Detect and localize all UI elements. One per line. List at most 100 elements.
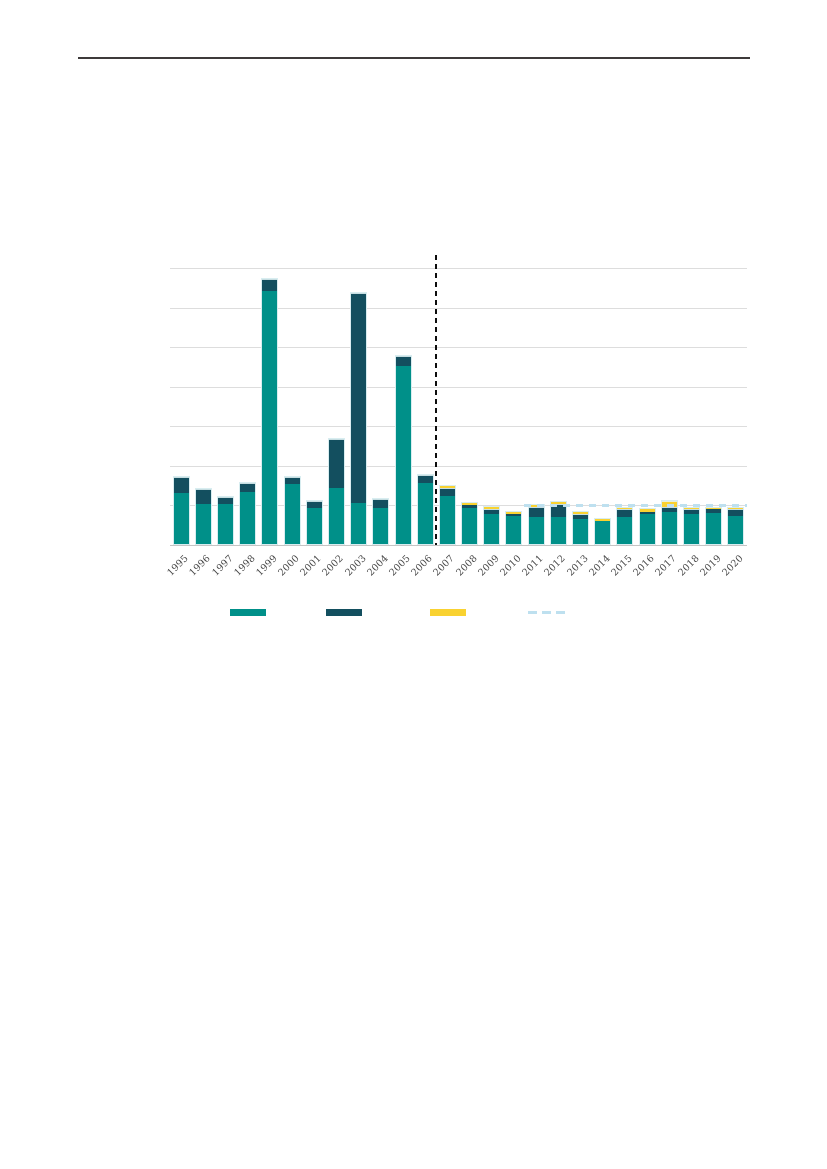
legend-swatch-reference-line — [528, 611, 566, 614]
x-tick-2018: 2018 — [675, 553, 702, 579]
bar-2014-yellow-series-segment — [595, 519, 611, 521]
bar-2007-dark-teal-series-segment — [439, 488, 455, 496]
bar-2019-dark-teal-series-segment — [706, 509, 722, 513]
bar-2019-teal-series-segment — [706, 512, 722, 544]
gridline — [170, 465, 747, 467]
bar-2009 — [483, 505, 501, 545]
bar-1997-dark-teal-series-segment — [217, 496, 233, 504]
x-axis-line — [170, 545, 747, 546]
stacked-bar-chart: 1995 1996 1997 1998 1999 2000 2001 2002 2003 2004… — [165, 255, 747, 616]
bar-2007 — [438, 485, 456, 545]
bar-1999 — [261, 278, 279, 545]
bar-2015-yellow-series-segment — [617, 507, 633, 509]
bar-2020-teal-series-segment — [728, 515, 744, 544]
bar-1998-dark-teal-series-segment — [240, 483, 256, 492]
bar-2018-yellow-series-segment — [684, 507, 700, 509]
x-tick-2009: 2009 — [476, 553, 502, 579]
bar-2001-dark-teal-series-segment — [306, 500, 322, 509]
bar-2018 — [683, 506, 701, 545]
bar-2006 — [416, 474, 434, 545]
bar-2016 — [638, 507, 656, 545]
bar-2016-teal-series-segment — [639, 513, 655, 544]
bar-2019-yellow-series-segment — [706, 508, 722, 510]
x-tick-2019: 2019 — [698, 553, 724, 579]
period-divider-dashed-line — [434, 255, 437, 545]
bar-2012 — [549, 501, 567, 545]
bar-2002-dark-teal-series-segment — [328, 439, 344, 489]
bar-2016-dark-teal-series-segment — [639, 511, 655, 514]
gridline — [170, 268, 747, 269]
x-tick-2003: 2003 — [342, 553, 369, 579]
bar-2004-dark-teal-series-segment — [373, 498, 389, 509]
plot-area — [170, 255, 747, 546]
bar-2013 — [572, 510, 590, 545]
bar-2018-teal-series-segment — [684, 513, 700, 544]
bar-2015-teal-series-segment — [617, 517, 633, 544]
bar-1995-dark-teal-series-segment — [173, 477, 189, 493]
x-tick-2004: 2004 — [365, 553, 391, 579]
bar-2010-yellow-series-segment — [506, 511, 522, 514]
x-tick-2011: 2011 — [520, 553, 546, 579]
bar-2013-teal-series-segment — [573, 519, 589, 544]
x-tick-2002: 2002 — [320, 553, 347, 579]
bar-2009-yellow-series-segment — [484, 506, 500, 509]
bar-1997-teal-series-segment — [217, 503, 233, 544]
bar-1999-dark-teal-series-segment — [262, 279, 278, 292]
bar-2020-yellow-series-segment — [728, 507, 744, 509]
bar-2016-yellow-series-segment — [639, 508, 655, 512]
bar-2017-teal-series-segment — [661, 511, 677, 544]
bar-2015 — [616, 506, 634, 545]
bar-1996 — [194, 488, 212, 545]
bar-2015-dark-teal-series-segment — [617, 508, 633, 518]
gridline — [170, 386, 747, 388]
bar-2002 — [327, 438, 345, 545]
x-tick-2013: 2013 — [564, 553, 591, 579]
gridline — [170, 505, 747, 507]
bar-2014-teal-series-segment — [595, 520, 611, 544]
bar-2003-teal-series-segment — [351, 503, 367, 544]
bar-2008-dark-teal-series-segment — [462, 504, 478, 508]
gridline — [170, 307, 747, 309]
bar-2003-dark-teal-series-segment — [351, 292, 367, 504]
bar-2008 — [461, 501, 479, 545]
bar-1996-dark-teal-series-segment — [195, 489, 211, 504]
x-tick-1997: 1997 — [209, 553, 236, 579]
x-tick-1996: 1996 — [187, 553, 214, 579]
bar-2006-dark-teal-series-segment — [417, 475, 433, 483]
legend-swatch-yellow-series — [430, 609, 466, 616]
bar-2013-dark-teal-series-segment — [573, 513, 589, 520]
x-tick-2000: 2000 — [276, 553, 302, 579]
bar-2000-teal-series-segment — [284, 483, 300, 544]
reference-dashed-line — [524, 504, 747, 508]
x-tick-2015: 2015 — [609, 553, 635, 579]
bar-2011-teal-series-segment — [528, 516, 544, 544]
x-tick-2001: 2001 — [298, 553, 325, 579]
bar-1998-teal-series-segment — [240, 491, 256, 544]
bar-2005 — [394, 355, 412, 545]
x-tick-1999: 1999 — [254, 553, 280, 579]
x-tick-2005: 2005 — [387, 553, 413, 579]
header-rule — [78, 57, 750, 59]
bar-2004 — [372, 497, 390, 545]
bar-2007-yellow-series-segment — [439, 486, 455, 489]
bar-2013-yellow-series-segment — [573, 511, 589, 514]
x-tick-1995: 1995 — [165, 553, 191, 579]
x-tick-2010: 2010 — [498, 553, 524, 579]
x-tick-2014: 2014 — [587, 553, 613, 579]
x-axis-tick-labels: 1995 1996 1997 1998 1999 2000 2001 2002 2003 2004… — [165, 545, 747, 590]
bar-2008-teal-series-segment — [462, 507, 478, 544]
x-tick-1998: 1998 — [232, 553, 258, 579]
bar-2020-dark-teal-series-segment — [728, 508, 744, 516]
bar-2018-dark-teal-series-segment — [684, 508, 700, 514]
bar-1995 — [172, 476, 190, 545]
bar-2000 — [283, 475, 301, 545]
bar-2002-teal-series-segment — [328, 488, 344, 544]
bar-1996-teal-series-segment — [195, 503, 211, 544]
x-tick-2017: 2017 — [653, 553, 680, 579]
bar-2008-yellow-series-segment — [462, 502, 478, 505]
bar-2009-dark-teal-series-segment — [484, 508, 500, 514]
x-tick-2020: 2020 — [720, 553, 746, 579]
bar-2012-yellow-series-segment — [550, 502, 566, 504]
bar-2003 — [350, 291, 368, 545]
